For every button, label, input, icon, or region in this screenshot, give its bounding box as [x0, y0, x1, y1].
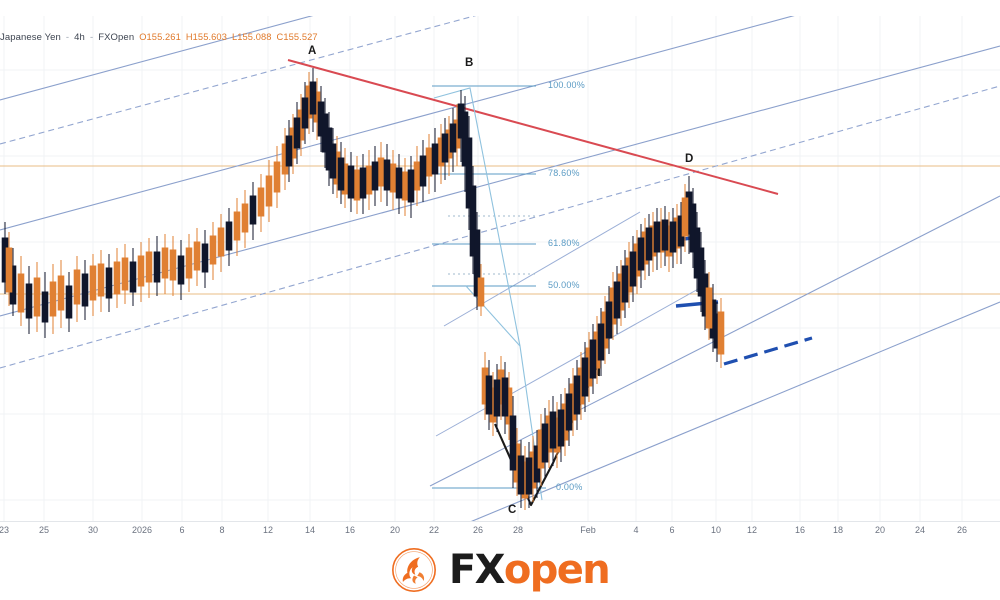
x-tick: 6 [669, 525, 675, 535]
x-tick: Feb [580, 525, 596, 535]
fxopen-horse-emblem-icon [391, 548, 436, 592]
timeframe-label: 4h [74, 31, 85, 43]
symbol-label: Japanese Yen [0, 31, 61, 43]
x-tick: 6 [179, 525, 185, 535]
x-tick: 28 [512, 525, 524, 535]
header-separator-2: - [89, 31, 94, 43]
fib-label-50: 50.00% [548, 280, 580, 290]
blue-dashed-support-projection [723, 336, 813, 366]
broker-label: FXOpen [98, 31, 135, 43]
x-tick: 25 [38, 525, 50, 535]
grid-lines [0, 16, 1000, 522]
x-tick: 26 [472, 525, 484, 535]
fib-label-786: 78.60% [548, 168, 580, 178]
ohlc-high: H155.603 [185, 32, 227, 42]
x-tick: 8 [219, 525, 225, 535]
x-tick: 16 [794, 525, 806, 535]
x-tick: 12 [746, 525, 758, 535]
fib-label-618: 61.80% [548, 238, 580, 248]
x-tick: 4 [633, 525, 639, 535]
x-axis-rule [0, 521, 1000, 522]
x-tick: 26 [956, 525, 968, 535]
ascending-channel-dashed-group [0, 16, 1000, 369]
pattern-point-d: D [685, 153, 694, 165]
ohlc-low: L155.088 [231, 32, 272, 42]
header-separator-1: - [65, 31, 70, 43]
fib-label-0: 0.00% [556, 482, 583, 492]
x-tick: 18 [832, 525, 844, 535]
x-tick: 23 [0, 525, 10, 535]
x-tick: 14 [304, 525, 316, 535]
x-tick: 16 [344, 525, 356, 535]
x-tick: 20 [389, 525, 401, 535]
price-chart-plot[interactable]: 100.00% 78.60% 61.80% 50.00% 0.00% A B C… [0, 16, 1000, 522]
x-tick: 12 [262, 525, 274, 535]
x-axis[interactable]: 23 25 30 2026 6 8 12 14 16 20 22 26 28 F… [0, 522, 1000, 540]
ohlc-close: C155.527 [276, 32, 318, 42]
x-tick: 20 [874, 525, 886, 535]
x-tick: 30 [87, 525, 99, 535]
pattern-point-a: A [308, 45, 317, 57]
pattern-point-c: C [508, 504, 517, 516]
chart-header: Japanese Yen - 4h - FXOpen O155.261 H155… [0, 30, 318, 44]
pattern-point-b: B [465, 57, 474, 69]
chart-canvas [0, 16, 1000, 522]
footer-branding: FXopen [0, 540, 1000, 600]
candlestick-series [1, 68, 725, 510]
x-tick: 24 [914, 525, 926, 535]
x-tick: 2026 [131, 525, 153, 535]
descending-resistance-trendline [287, 59, 779, 195]
fib-label-100: 100.00% [548, 80, 585, 90]
logo-open-text: open [503, 547, 611, 593]
x-tick: 10 [710, 525, 722, 535]
ohlc-open: O155.261 [139, 32, 181, 42]
fxopen-wordmark: FXopen [448, 547, 611, 593]
x-tick: 22 [428, 525, 440, 535]
logo-fx-text: FX [448, 547, 506, 593]
fibonacci-dotted-extensions [448, 215, 536, 275]
